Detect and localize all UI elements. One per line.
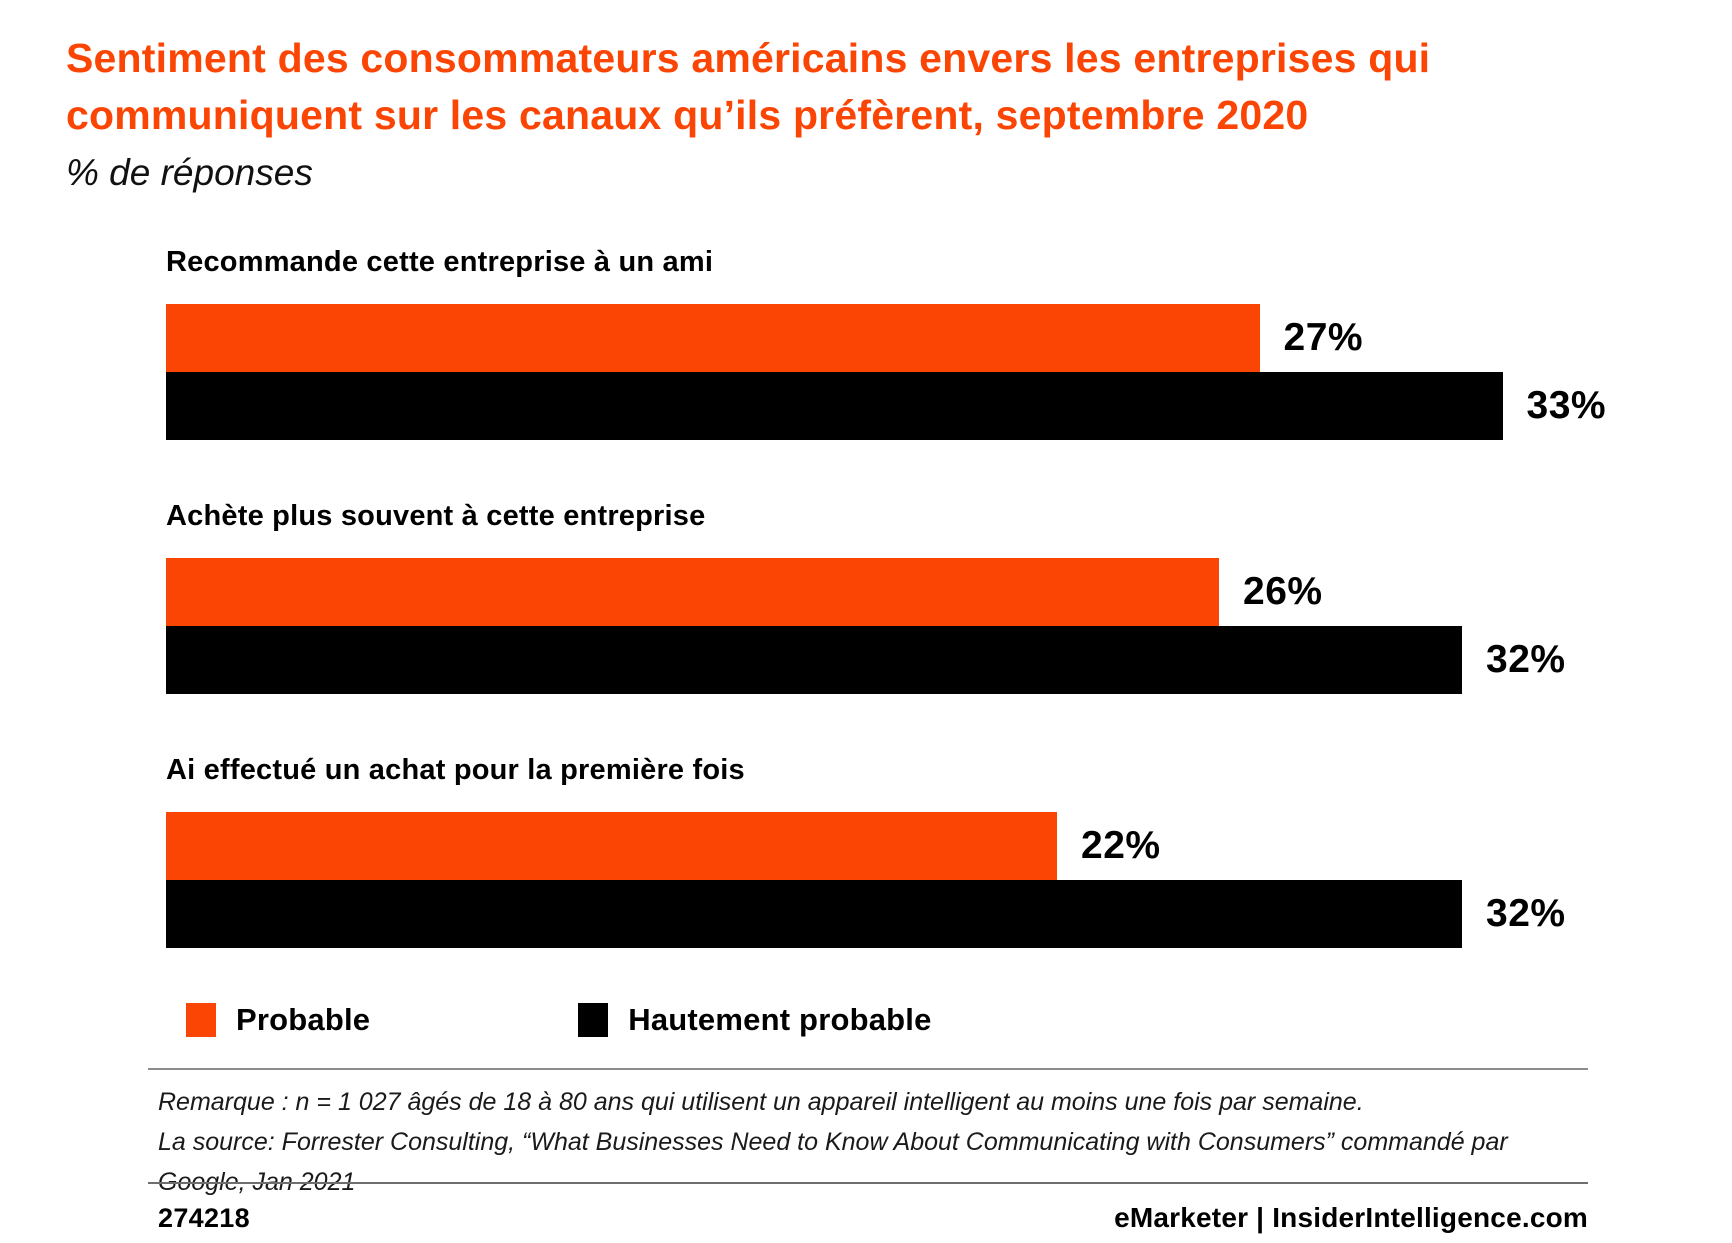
legend-label: Probable [236,1002,371,1037]
legend-item: Hautement probable [578,1002,931,1038]
note-line: Remarque : n = 1 027 âgés de 18 à 80 ans… [158,1088,1364,1116]
bar-group: Recommande cette entreprise à un ami 27%… [166,246,1606,440]
bar-row: 22% [166,812,1596,880]
bar-value-label: 32% [1486,892,1566,935]
bar-row: 32% [166,626,1596,694]
source-line: La source: Forrester Consulting, “What B… [158,1128,1508,1196]
bar-row: 27% [166,304,1596,372]
legend-label: Hautement probable [628,1002,932,1037]
divider-above-footer [148,1182,1588,1184]
bar-group: Ai effectué un achat pour la première fo… [166,754,1596,948]
category-label: Recommande cette entreprise à un ami [166,246,714,278]
legend-swatch-icon [578,1003,609,1037]
brand-mark: eMarketer | InsiderIntelligence.com [1114,1202,1588,1233]
bar-row: 26% [166,558,1596,626]
category-label: Ai effectué un achat pour la première fo… [166,754,745,786]
legend-item: Probable [186,1002,370,1038]
divider-above-notes [148,1068,1588,1070]
bar-group: Achète plus souvent à cette entreprise 2… [166,500,1596,694]
category-label: Achète plus souvent à cette entreprise [166,500,706,532]
bar-hautement-probable [166,626,1462,694]
bar-row: 33% [166,372,1606,440]
bar-hautement-probable [166,372,1503,440]
chart-footer: 274218 eMarketer | InsiderIntelligence.c… [158,1202,1588,1234]
chart-notes: Remarque : n = 1 027 âgés de 18 à 80 ans… [158,1082,1588,1202]
bar-row: 32% [166,880,1596,948]
chart-subtitle: % de réponses [66,152,313,193]
bar-value-label: 26% [1243,570,1323,613]
bar-hautement-probable [166,880,1462,948]
chart-legend: Probable Hautement probable [186,1002,932,1038]
chart-id: 274218 [158,1203,250,1233]
bar-probable [166,812,1057,880]
chart-title: Sentiment des consommateurs américains e… [66,35,1431,138]
bar-value-label: 33% [1526,384,1607,427]
bar-probable [166,304,1260,372]
bar-probable [166,558,1219,626]
bar-value-label: 32% [1486,638,1566,681]
bar-value-label: 27% [1283,316,1364,359]
legend-swatch-icon [186,1003,216,1037]
bar-chart: Recommande cette entreprise à un ami 27%… [166,246,1606,1008]
bar-value-label: 22% [1081,824,1161,867]
